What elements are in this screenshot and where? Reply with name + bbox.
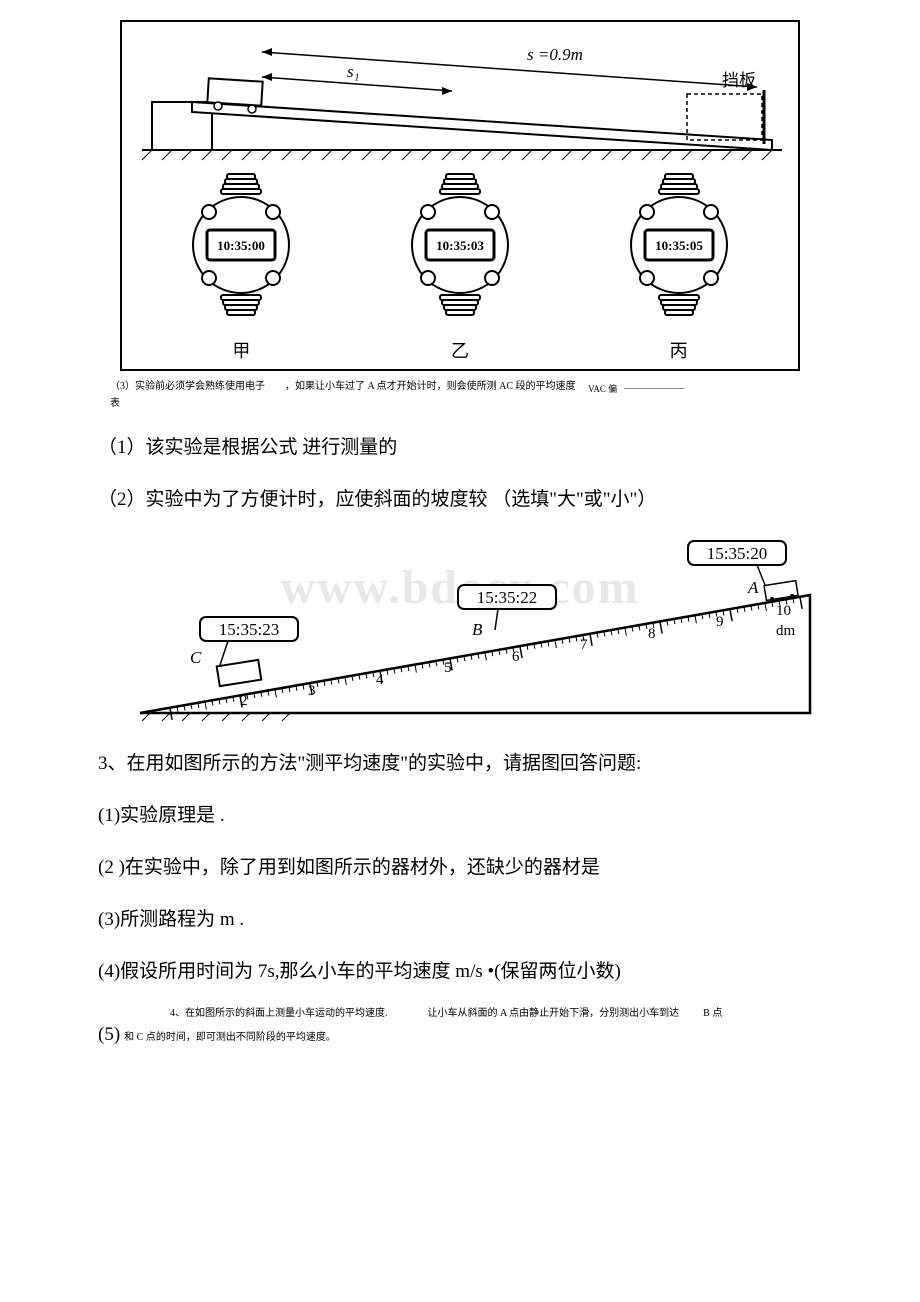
time-a: 15:35:20 — [707, 544, 767, 563]
watch-time-3: 10:35:05 — [655, 238, 703, 253]
question-2: （2）实验中为了方便计时，应使斜面的坡度较 （选填"大"或"小"） — [60, 482, 860, 518]
stopwatch-1: 10:35:00 甲 — [171, 170, 311, 363]
s1-label: s₁ — [347, 62, 360, 81]
q5-label: (5) — [60, 1024, 124, 1046]
watch-time-2: 10:35:03 — [436, 238, 484, 253]
note-vac: VAC 偏 — [588, 381, 617, 392]
svg-text:4: 4 — [376, 672, 384, 688]
q4-right: 让小车从斜面的 A 点由静止开始下滑，分别测出小车到达 — [428, 1006, 680, 1022]
watch-label-1: 甲 — [171, 337, 311, 363]
svg-text:3: 3 — [308, 683, 316, 699]
svg-text:10: 10 — [776, 603, 791, 619]
question-4-note: 4、在如图所示的斜面上测量小车运动的平均速度. 让小车从斜面的 A 点由静止开始… — [60, 1004, 860, 1024]
stopwatch-3: 10:35:05 丙 — [609, 170, 749, 363]
svg-text:7: 7 — [580, 637, 588, 653]
watch-label-2: 乙 — [390, 337, 530, 363]
time-c: 15:35:23 — [219, 620, 279, 639]
note-left: （3）实验前必须学会熟练使用电子 — [110, 379, 265, 396]
svg-text:2: 2 — [240, 693, 248, 709]
watch-label-3: 丙 — [609, 337, 749, 363]
question-3-1: (1)实验原理是 . — [60, 798, 860, 834]
stopwatch-2: 10:35:03 乙 — [390, 170, 530, 363]
svg-text:8: 8 — [648, 626, 656, 642]
figure-1: 挡板 s =0.9m s₁ — [120, 20, 800, 371]
watch-time-1: 10:35:00 — [217, 238, 265, 253]
svg-text:6: 6 — [512, 649, 520, 665]
distance-label: s =0.9m — [527, 45, 583, 64]
note-under-fig1: （3）实验前必须学会熟练使用电子 ，如果让小车过了 A 点才开始计时，则会使所测… — [60, 377, 860, 414]
question-3-3: (3)所测路程为 m . — [60, 902, 860, 938]
label-c: C — [190, 648, 202, 667]
question-3-4: (4)假设所用时间为 7s,那么小车的平均速度 m/s •(保留两位小数) — [60, 954, 860, 990]
q4-line2: 和 C 点的时间，即可测出不同阶段的平均速度。 — [124, 1029, 336, 1046]
time-b: 15:35:22 — [477, 588, 537, 607]
note-second: 表 — [110, 396, 810, 412]
svg-text:5: 5 — [444, 660, 452, 676]
label-b: B — [472, 620, 483, 639]
question-3-intro: 3、在用如图所示的方法"测平均速度"的实验中，请据图回答问题: — [60, 746, 860, 782]
label-a: A — [747, 578, 759, 597]
figure-2: 15:35:20 A 15:35:22 B 15:35:23 C — [100, 535, 820, 730]
note-mid: ，如果让小车过了 A 点才开始计时，则会使所测 AC 段的平均速度 — [285, 381, 576, 392]
question-1: （1）该实验是根据公式 进行测量的 — [60, 430, 860, 466]
q4-end: B 点 — [703, 1006, 722, 1022]
svg-text:9: 9 — [716, 614, 724, 630]
q4-left: 4、在如图所示的斜面上测量小车运动的平均速度. — [170, 1006, 388, 1022]
unit-dm: dm — [776, 623, 796, 639]
question-3-2: (2 )在实验中，除了用到如图所示的器材外，还缺少的器材是 — [60, 850, 860, 886]
ramp-diagram: 挡板 s =0.9m s₁ — [132, 32, 792, 162]
